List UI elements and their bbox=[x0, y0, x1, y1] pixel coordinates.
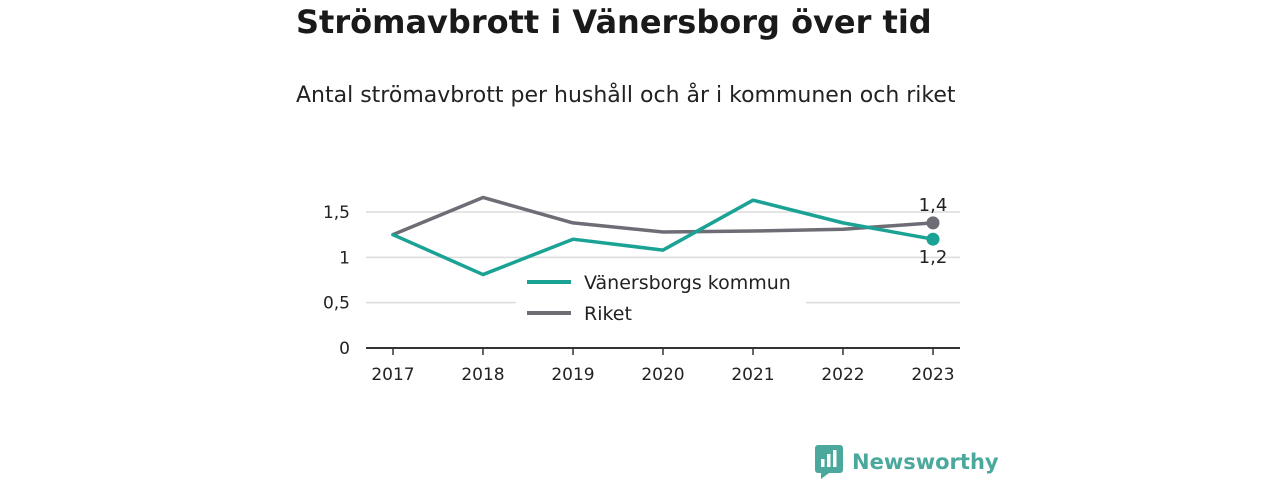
x-tick-label: 2023 bbox=[911, 365, 954, 385]
line-chart: 0 0,5 1 1,5 2017 2018 2019 2020 2021 2022 2023 1,… bbox=[323, 195, 960, 385]
legend-label: Riket bbox=[584, 303, 632, 325]
x-tick-label: 2018 bbox=[461, 365, 504, 385]
series-line-riket bbox=[391, 195, 935, 237]
legend: Vänersborgs kommun Riket bbox=[516, 264, 806, 332]
legend-label: Vänersborgs kommun bbox=[584, 272, 791, 294]
y-tick-label: 0 bbox=[339, 339, 350, 359]
y-tick-label: 1,5 bbox=[323, 203, 350, 223]
y-tick-label: 0,5 bbox=[323, 294, 350, 314]
data-point bbox=[926, 232, 940, 246]
newsworthy-logo-icon bbox=[815, 445, 843, 479]
y-tick-label: 1 bbox=[339, 248, 350, 268]
brand-logo[interactable]: Newsworthy bbox=[815, 444, 999, 480]
x-tick-label: 2017 bbox=[371, 365, 414, 385]
y-axis-ticks: 0 0,5 1 1,5 bbox=[323, 203, 350, 359]
end-label-riket: 1,4 bbox=[919, 195, 948, 216]
legend-background bbox=[516, 264, 806, 332]
chart-title: Strömavbrott i Vänersborg över tid bbox=[296, 3, 932, 41]
brand-name: Newsworthy bbox=[852, 450, 999, 474]
x-tick-label: 2021 bbox=[731, 365, 774, 385]
chart-subtitle: Antal strömavbrott per hushåll och år i … bbox=[296, 83, 956, 108]
series-line-vanersborgs-kommun bbox=[391, 198, 935, 277]
series-lines: 1,4 1,2 bbox=[391, 195, 948, 277]
data-point bbox=[926, 216, 940, 230]
x-axis: 2017 2018 2019 2020 2021 2022 2023 bbox=[366, 347, 960, 385]
x-tick-label: 2022 bbox=[821, 365, 864, 385]
x-tick-label: 2019 bbox=[551, 365, 594, 385]
x-tick-label: 2020 bbox=[641, 365, 684, 385]
end-label-vanersborgs-kommun: 1,2 bbox=[919, 247, 948, 268]
